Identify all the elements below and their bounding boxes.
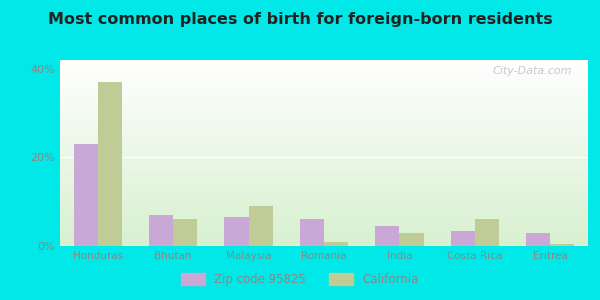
Bar	[400, 233, 424, 246]
Bar	[98, 82, 122, 246]
Bar	[526, 233, 550, 246]
Bar	[475, 219, 499, 246]
Legend: Zip code 95825, California: Zip code 95825, California	[176, 268, 424, 291]
Bar	[375, 226, 400, 246]
Bar	[74, 144, 98, 246]
Bar	[248, 206, 273, 246]
Bar	[149, 215, 173, 246]
Text: City-Data.com: City-Data.com	[493, 66, 572, 76]
Bar	[173, 219, 197, 246]
Bar	[224, 217, 248, 246]
Bar	[550, 244, 574, 246]
Bar	[451, 230, 475, 246]
Bar	[324, 242, 348, 246]
Text: Most common places of birth for foreign-born residents: Most common places of birth for foreign-…	[47, 12, 553, 27]
Bar	[300, 219, 324, 246]
